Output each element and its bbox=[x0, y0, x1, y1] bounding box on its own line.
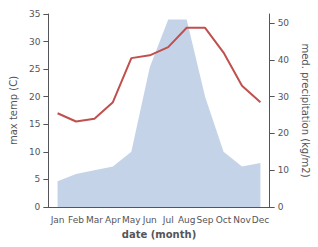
svg-text:Mar: Mar bbox=[86, 215, 103, 225]
svg-text:10: 10 bbox=[278, 165, 290, 175]
svg-text:max temp (C): max temp (C) bbox=[8, 76, 19, 145]
svg-text:date (month): date (month) bbox=[122, 229, 196, 240]
svg-text:20: 20 bbox=[29, 92, 41, 102]
svg-text:Oct: Oct bbox=[216, 215, 232, 225]
svg-text:30: 30 bbox=[29, 37, 41, 47]
svg-text:15: 15 bbox=[29, 119, 40, 129]
svg-text:Jun: Jun bbox=[142, 215, 157, 225]
svg-text:50: 50 bbox=[278, 18, 290, 28]
svg-text:Apr: Apr bbox=[105, 215, 121, 225]
svg-text:Dec: Dec bbox=[252, 215, 269, 225]
svg-text:0: 0 bbox=[278, 202, 284, 212]
svg-text:Sep: Sep bbox=[197, 215, 214, 225]
svg-text:Nov: Nov bbox=[233, 215, 251, 225]
svg-text:25: 25 bbox=[29, 64, 40, 74]
svg-text:May: May bbox=[122, 215, 141, 225]
svg-text:Jul: Jul bbox=[162, 215, 174, 225]
svg-text:Feb: Feb bbox=[68, 215, 84, 225]
svg-text:20: 20 bbox=[278, 128, 290, 138]
svg-text:Aug: Aug bbox=[178, 215, 196, 225]
svg-text:med. precipitation (kg/m2): med. precipitation (kg/m2) bbox=[300, 43, 311, 177]
svg-text:10: 10 bbox=[29, 147, 41, 157]
svg-text:0: 0 bbox=[35, 202, 41, 212]
svg-text:30: 30 bbox=[278, 92, 290, 102]
svg-text:35: 35 bbox=[29, 9, 40, 19]
svg-text:Jan: Jan bbox=[50, 215, 65, 225]
svg-text:5: 5 bbox=[35, 174, 41, 184]
svg-text:40: 40 bbox=[278, 55, 290, 65]
